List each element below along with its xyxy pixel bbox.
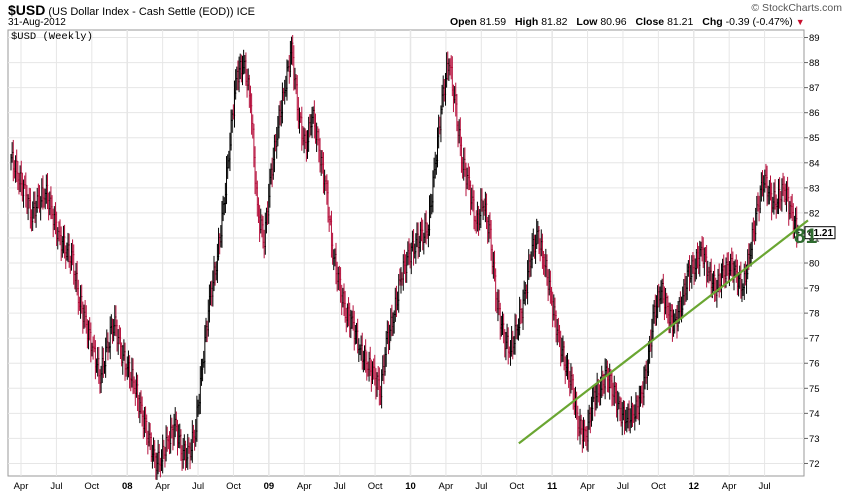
- x-tick-label: Oct: [651, 481, 666, 492]
- high-value: 81.82: [541, 16, 568, 28]
- x-tick-label: Apr: [439, 481, 454, 492]
- x-tick-label: Oct: [509, 481, 524, 492]
- close-value: 81.21: [667, 16, 694, 28]
- y-tick-label: 79: [809, 284, 820, 295]
- low-value: 80.96: [600, 16, 627, 28]
- y-tick-label: 83: [809, 183, 820, 194]
- x-tick-label: Jul: [334, 481, 346, 492]
- y-tick-label: 87: [809, 83, 820, 94]
- x-tick-label: Jul: [759, 481, 771, 492]
- last-price-box: [804, 226, 836, 240]
- x-axis: Apr Jul Oct 08 Apr Jul Oct 09 Apr Jul Oct 10 Apr Jul O…: [14, 481, 771, 492]
- y-tick-label: 88: [809, 58, 820, 69]
- y-axis: 727374757677787980818283848586878889: [804, 33, 820, 470]
- chart-date: 31-Aug-2012: [8, 17, 66, 28]
- chg-label: Chg: [702, 16, 723, 28]
- brand-link[interactable]: © StockCharts.com: [751, 2, 842, 14]
- y-tick-label: 74: [809, 409, 820, 420]
- y-tick-label: 84: [809, 158, 820, 169]
- support-annotation: 81: [794, 225, 818, 248]
- y-tick-label: 73: [809, 434, 820, 445]
- y-tick-label: 82: [809, 208, 820, 219]
- y-tick-label: 80: [809, 259, 820, 270]
- y-tick-label: 86: [809, 108, 820, 119]
- panel-label: $USD (Weekly): [11, 31, 93, 43]
- open-label: Open: [450, 16, 477, 28]
- x-tick-label: Apr: [722, 481, 737, 492]
- x-tick-label: Jul: [617, 481, 629, 492]
- x-tick-label: Jul: [50, 481, 62, 492]
- chart-title-line: $USD (US Dollar Index - Cash Settle (EOD)…: [8, 2, 255, 18]
- x-tick-label: Jul: [192, 481, 204, 492]
- x-tick-label: Oct: [368, 481, 383, 492]
- x-tick-label: Apr: [580, 481, 595, 492]
- last-price-label: 81.21: [808, 228, 833, 239]
- x-tick-label: Jul: [475, 481, 487, 492]
- x-tick-label: 10: [405, 481, 416, 492]
- exchange: ICE: [236, 6, 255, 18]
- symbol-description: (US Dollar Index - Cash Settle (EOD)): [48, 6, 234, 18]
- x-tick-label: 11: [547, 481, 558, 492]
- y-tick-label: 78: [809, 309, 820, 320]
- x-tick-label: Oct: [226, 481, 241, 492]
- high-label: High: [514, 16, 539, 28]
- x-tick-label: Apr: [297, 481, 312, 492]
- x-tick-label: 08: [122, 481, 133, 492]
- x-tick-label: 12: [688, 481, 699, 492]
- low-label: Low: [576, 16, 598, 28]
- support-trendline: [518, 219, 809, 445]
- ohlc-readout: Open 81.59 High 81.82 Low 80.96 Close 81…: [450, 16, 805, 28]
- chg-down-arrow-icon: ▼: [795, 17, 805, 27]
- x-tick-label: Apr: [155, 481, 170, 492]
- close-label: Close: [635, 16, 665, 28]
- open-value: 81.59: [479, 16, 507, 28]
- price-bars: [10, 34, 800, 480]
- y-tick-label: 77: [809, 334, 820, 345]
- symbol: $USD: [8, 2, 46, 18]
- y-tick-label: 72: [809, 459, 820, 470]
- y-tick-label: 75: [809, 384, 820, 395]
- y-tick-label: 85: [809, 133, 820, 144]
- y-tick-label: 76: [809, 359, 820, 370]
- x-tick-label: Apr: [14, 481, 29, 492]
- chg-value: -0.39 (-0.47%): [725, 16, 793, 28]
- x-tick-label: Oct: [84, 481, 99, 492]
- brand-text: © StockCharts.com: [751, 2, 842, 14]
- last-price-tag: 81.21: [804, 226, 836, 240]
- y-tick-label: 89: [809, 33, 820, 44]
- x-tick-label: 09: [264, 481, 275, 492]
